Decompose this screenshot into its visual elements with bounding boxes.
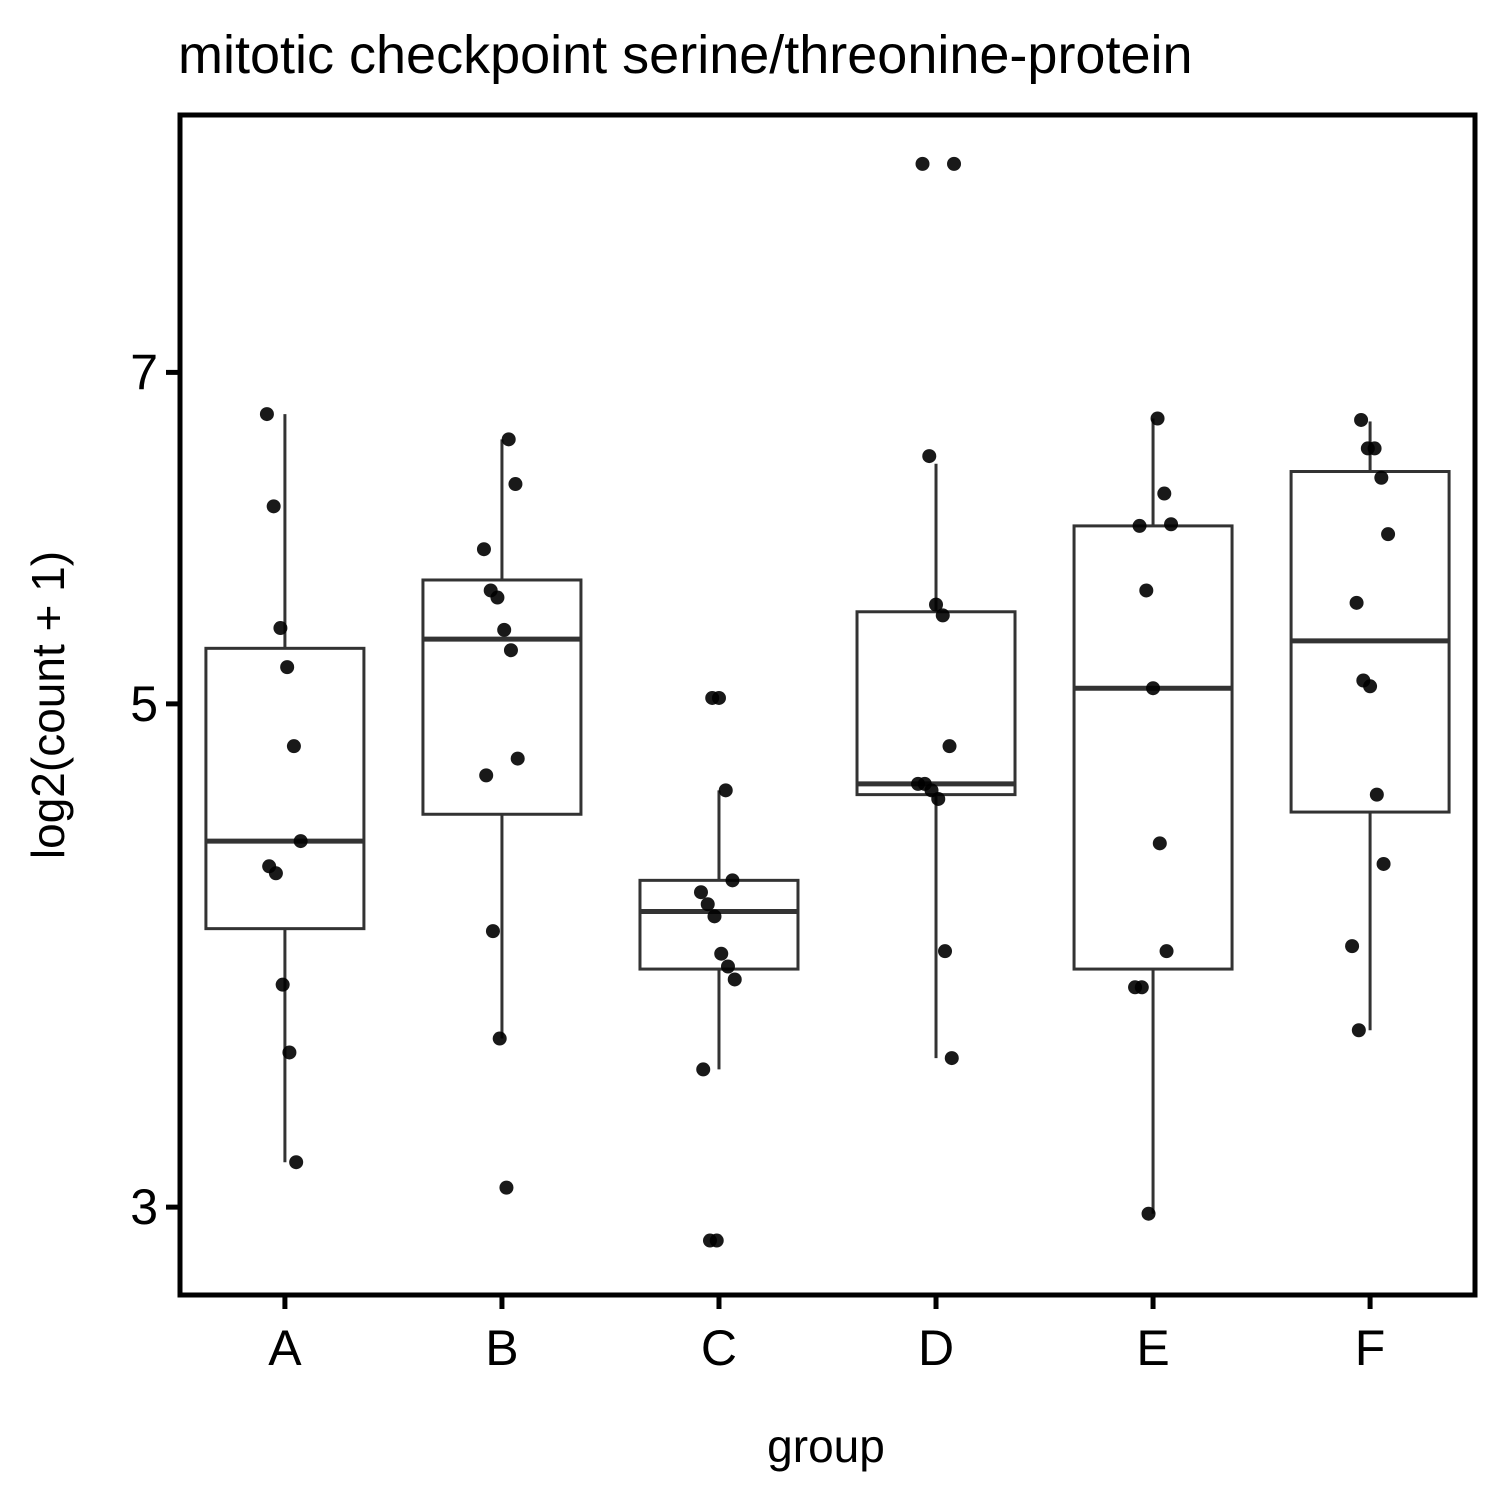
y-tick-label: 7	[130, 344, 158, 400]
point	[1354, 412, 1369, 427]
point	[931, 791, 946, 806]
point	[720, 959, 735, 974]
point	[1367, 441, 1382, 456]
point	[1139, 583, 1154, 598]
point	[929, 597, 944, 612]
point	[922, 449, 937, 464]
chart-title: mitotic checkpoint serine/threonine-prot…	[178, 25, 1193, 85]
point	[286, 739, 301, 754]
point	[1381, 527, 1396, 542]
point	[510, 751, 525, 766]
point	[725, 873, 740, 888]
point	[944, 1051, 959, 1066]
point	[1134, 980, 1149, 995]
point	[275, 977, 290, 992]
x-tick-label: F	[1355, 1320, 1386, 1376]
point	[479, 768, 494, 783]
point	[1351, 1023, 1366, 1038]
point	[727, 972, 742, 987]
plot-frame	[177, 112, 1478, 1298]
point	[1146, 681, 1161, 696]
point	[707, 909, 722, 924]
point	[1141, 1206, 1156, 1221]
point	[1157, 486, 1172, 501]
x-tick-label: A	[268, 1320, 302, 1376]
point	[1159, 944, 1174, 959]
box	[855, 610, 1017, 797]
point	[501, 432, 516, 447]
box	[421, 578, 583, 816]
point	[718, 783, 733, 798]
y-tick-label: 3	[130, 1179, 158, 1235]
point	[476, 542, 491, 557]
point	[499, 1180, 514, 1195]
point	[485, 924, 500, 939]
x-tick-label: E	[1136, 1320, 1169, 1376]
point	[1150, 411, 1165, 426]
point	[709, 1233, 724, 1248]
x-tick-label: B	[485, 1320, 518, 1376]
point	[273, 621, 288, 636]
point	[1152, 836, 1167, 851]
point	[1164, 517, 1179, 532]
point	[693, 885, 708, 900]
point	[497, 622, 512, 637]
y-tick-label: 5	[130, 676, 158, 732]
point	[259, 407, 274, 422]
point	[915, 156, 930, 171]
y-axis-label: log2(count + 1)	[22, 551, 74, 859]
point	[508, 477, 523, 492]
point	[714, 946, 729, 961]
point	[268, 866, 283, 881]
point	[938, 944, 953, 959]
point	[1363, 679, 1378, 694]
point	[942, 739, 957, 754]
point	[1369, 787, 1384, 802]
point	[696, 1062, 711, 1077]
x-axis-label: group	[767, 1420, 885, 1472]
point	[293, 834, 308, 849]
point	[490, 590, 505, 605]
point	[289, 1155, 304, 1170]
point	[266, 499, 281, 514]
point	[1374, 470, 1389, 485]
point	[282, 1045, 297, 1060]
box	[1072, 524, 1234, 971]
point	[947, 156, 962, 171]
point	[1132, 518, 1147, 533]
point	[711, 690, 726, 705]
point	[1345, 939, 1360, 954]
point	[700, 897, 715, 912]
x-tick-label: C	[701, 1320, 737, 1376]
point	[1376, 856, 1391, 871]
point	[280, 660, 295, 675]
point	[503, 643, 518, 658]
point	[492, 1031, 507, 1046]
point	[1349, 595, 1364, 610]
x-tick-label: D	[918, 1320, 954, 1376]
box	[204, 646, 366, 931]
point	[935, 608, 950, 623]
